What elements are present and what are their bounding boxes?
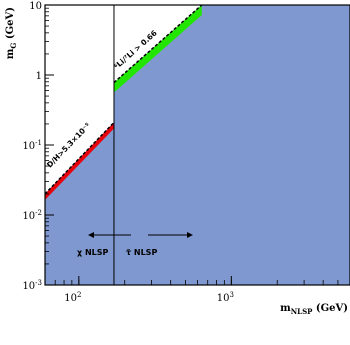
- y-tick-label: 10-1: [22, 139, 42, 152]
- arrow-right-head: [187, 232, 193, 238]
- y-tick-label: 10-2: [22, 209, 42, 222]
- constraint-line-D/H: [44, 121, 115, 195]
- axes: 10-3 10-2 10-1 1 10 102 103 mNLSP (GeV) mG (GeV): [5, 1, 350, 316]
- constraint-line-6Li/7Li: [113, 4, 203, 84]
- constraint-band-D/H: [45, 122, 114, 200]
- y-tick-label: 1: [36, 71, 42, 82]
- x-tick-label: 102: [64, 291, 81, 304]
- region-label-stau-nlsp: τ̃ NLSP: [126, 247, 157, 257]
- constraint-band-6Li/7Li: [113, 5, 202, 93]
- y-tick-label: 10: [29, 1, 42, 12]
- region-label-chi-nlsp: χ NLSP: [77, 248, 109, 257]
- x-tick-label: 103: [217, 291, 234, 304]
- excluded-region: [45, 5, 350, 285]
- arrow-left-head: [88, 232, 94, 238]
- x-axis-title: mNLSP (GeV): [280, 303, 348, 316]
- y-tick-label: 10-3: [22, 279, 42, 292]
- y-axis-title: mG (GeV): [5, 7, 18, 59]
- plot-area: [44, 4, 350, 285]
